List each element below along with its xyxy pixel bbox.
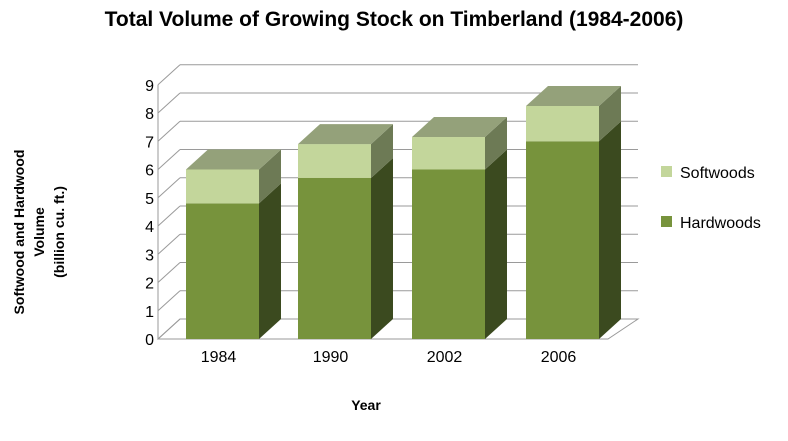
bar-side xyxy=(259,149,281,204)
gridline-diagonal xyxy=(157,149,181,170)
y-tick-label: 5 xyxy=(145,191,154,208)
y-tick-label: 8 xyxy=(145,106,154,123)
y-tick-label: 4 xyxy=(145,219,154,236)
gridline-diagonal xyxy=(157,205,181,227)
gridline-diagonal xyxy=(157,318,181,340)
bar-top xyxy=(412,117,507,138)
bar-side xyxy=(599,85,621,142)
bar-side xyxy=(485,149,507,339)
bar-softwoods-1990 xyxy=(298,124,393,178)
y-axis-title-line: Softwood and Hardwood xyxy=(11,150,27,315)
bar-softwoods-2006 xyxy=(526,85,621,142)
gridline-diagonal xyxy=(157,64,181,86)
y-axis-ticks: 0 1 2 3 4 5 6 7 8 9 xyxy=(145,78,154,349)
y-tick-label: 1 xyxy=(145,304,154,321)
legend-label: Softwoods xyxy=(680,165,755,182)
back-wall xyxy=(180,64,630,319)
bar-hardwoods-1990 xyxy=(298,157,393,339)
x-axis-ticks: 1984 1990 2002 2006 xyxy=(201,349,577,366)
bar-top xyxy=(186,149,281,170)
bar-side xyxy=(371,157,393,339)
legend-swatch xyxy=(661,166,672,177)
bar-top xyxy=(298,124,393,145)
y-tick-label: 0 xyxy=(145,332,154,349)
legend-swatch xyxy=(661,216,672,227)
bar-top xyxy=(526,85,621,106)
bar-side xyxy=(371,124,393,178)
bar-softwoods-1984 xyxy=(186,149,281,204)
bar-side xyxy=(485,117,507,170)
x-tick-label: 2006 xyxy=(541,349,577,366)
x-tick-label: 1984 xyxy=(201,349,237,366)
y-tick-label: 9 xyxy=(145,78,154,95)
bar-hardwoods-1984 xyxy=(186,183,281,339)
bar-front xyxy=(298,177,371,339)
gridline-diagonal xyxy=(157,177,181,199)
legend-label: Hardwoods xyxy=(680,215,761,232)
y-tick-label: 7 xyxy=(145,134,154,151)
y-axis-title: Softwood and Hardwood Volume (billion cu. … xyxy=(11,150,67,315)
bar-front xyxy=(526,141,599,339)
bar-front xyxy=(186,169,259,204)
bar-front xyxy=(186,203,259,339)
x-tick-label: 1990 xyxy=(313,349,349,366)
x-axis-title: Year xyxy=(351,397,381,413)
bar-front xyxy=(526,105,599,142)
bar-front xyxy=(298,144,371,178)
gridline-diagonal xyxy=(157,233,181,255)
chart-title: Total Volume of Growing Stock on Timberl… xyxy=(104,8,684,31)
bar-hardwoods-2006 xyxy=(526,121,621,339)
y-tick-label: 3 xyxy=(145,247,154,264)
y-tick-label: 2 xyxy=(145,276,154,293)
chart-bars xyxy=(186,85,621,339)
bar-front xyxy=(412,137,485,170)
chart-legend: Softwoods Hardwoods xyxy=(661,165,761,232)
bar-hardwoods-2002 xyxy=(412,149,507,339)
x-tick-label: 2002 xyxy=(427,349,463,366)
gridline-diagonal xyxy=(157,120,181,142)
gridline-diagonal xyxy=(157,290,181,312)
bar-side xyxy=(599,121,621,339)
y-axis-title-line: Volume xyxy=(31,207,47,257)
bar-softwoods-2002 xyxy=(412,117,507,170)
gridline-diagonal xyxy=(157,92,181,114)
bar-front xyxy=(412,169,485,339)
y-axis-title-line: (billion cu. ft.) xyxy=(51,186,67,278)
bar-side xyxy=(259,183,281,339)
gridline-diagonal xyxy=(157,262,181,283)
y-tick-label: 6 xyxy=(145,163,154,180)
